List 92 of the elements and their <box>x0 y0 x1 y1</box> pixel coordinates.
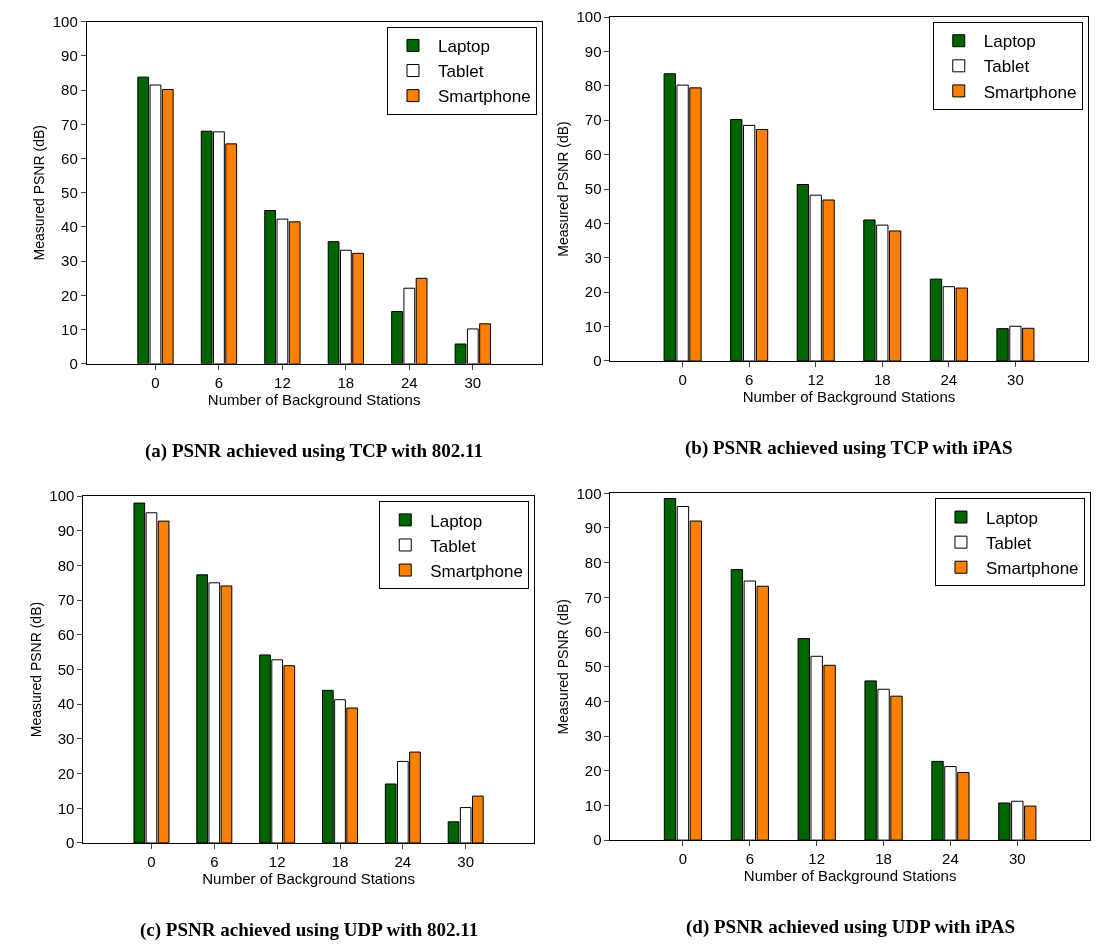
legend-label: Laptop <box>983 32 1036 52</box>
y-tick-label: 100 <box>52 12 78 30</box>
x-axis-title: Number of Background Stations <box>742 387 956 405</box>
x-tick-label: 12 <box>808 850 826 868</box>
x-tick-label: 12 <box>268 852 286 870</box>
y-tick-label: 100 <box>49 487 75 505</box>
y-axis-title: Measured PSNR (dB) <box>31 125 48 261</box>
text: (d) PSNR achieved using UDP with iPAS <box>686 916 1016 938</box>
y-tick-label: 100 <box>576 8 602 26</box>
y-tick-label: 50 <box>584 657 602 675</box>
legend-label: Laptop <box>438 37 490 57</box>
y-tick-label: 20 <box>57 764 75 782</box>
x-tick-label: 24 <box>940 370 958 388</box>
y-tick-label: 20 <box>584 761 602 779</box>
x-tick-label: 18 <box>337 373 355 391</box>
x-tick-label: 24 <box>394 852 412 870</box>
y-tick-label: 10 <box>61 320 78 338</box>
x-tick-label: 24 <box>942 850 959 868</box>
y-tick-label: 40 <box>584 692 602 710</box>
y-tick-label: 20 <box>584 283 602 301</box>
y-tick-label: 20 <box>61 286 78 304</box>
y-tick-label: 0 <box>593 831 602 849</box>
y-tick-label: 30 <box>57 730 75 748</box>
y-tick-label: 80 <box>584 77 602 95</box>
x-tick-label: 6 <box>745 850 754 868</box>
legend-label: Tablet <box>438 62 484 82</box>
y-tick-label: 60 <box>57 626 75 644</box>
y-tick-label: 30 <box>584 249 602 267</box>
y-tick-label: 50 <box>584 180 602 198</box>
x-tick-label: 0 <box>678 850 688 868</box>
x-tick-label: 30 <box>1007 370 1024 388</box>
x-tick-label: 0 <box>147 852 156 870</box>
x-tick-label: 18 <box>875 850 892 868</box>
y-tick-label: 70 <box>61 115 78 133</box>
x-tick-label: 6 <box>214 373 224 391</box>
legend-label: Smartphone <box>985 558 1079 578</box>
legend-label: Smartphone <box>438 87 531 107</box>
legend-label: Laptop <box>985 508 1038 528</box>
legend-label: Smartphone <box>430 561 523 581</box>
y-tick-label: 90 <box>61 47 78 65</box>
legend-label: Laptop <box>430 511 483 531</box>
legend-label: Smartphone <box>983 82 1077 102</box>
x-tick-label: 18 <box>331 852 349 870</box>
y-tick-label: 90 <box>584 42 602 60</box>
y-tick-label: 0 <box>66 834 75 852</box>
y-tick-label: 80 <box>584 553 602 571</box>
x-tick-label: 30 <box>464 373 482 391</box>
y-tick-label: 70 <box>584 111 602 129</box>
y-tick-label: 60 <box>61 149 78 167</box>
x-tick-label: 6 <box>745 370 754 388</box>
x-tick-label: 6 <box>210 852 219 870</box>
x-tick-label: 0 <box>678 370 687 388</box>
legend-label: Tablet <box>985 533 1032 553</box>
x-axis-title: Number of Background Stations <box>202 869 415 887</box>
y-tick-label: 0 <box>593 352 602 370</box>
x-tick-label: 24 <box>400 373 418 391</box>
text: (b) PSNR achieved using TCP with iPAS <box>685 437 1013 459</box>
y-axis-title: Measured PSNR (dB) <box>27 601 44 738</box>
y-tick-label: 40 <box>57 695 75 713</box>
x-tick-label: 12 <box>807 370 825 388</box>
x-tick-label: 30 <box>1008 850 1026 868</box>
text: (a) PSNR achieved using TCP with 802.11 <box>145 440 483 462</box>
x-tick-label: 30 <box>457 852 475 870</box>
y-tick-label: 60 <box>584 623 602 641</box>
y-tick-label: 90 <box>584 519 602 537</box>
y-tick-label: 90 <box>57 522 75 540</box>
y-axis-title: Measured PSNR (dB) <box>555 599 572 735</box>
x-axis-title: Number of Background Stations <box>743 867 957 885</box>
x-tick-label: 0 <box>151 373 160 391</box>
legend-label: Tablet <box>983 57 1030 77</box>
y-tick-label: 40 <box>61 218 78 236</box>
text: (c) PSNR achieved using UDP with 802.11 <box>140 919 479 941</box>
legend-label: Tablet <box>430 536 476 556</box>
x-tick-label: 18 <box>873 370 891 388</box>
y-tick-label: 40 <box>584 214 602 232</box>
y-tick-label: 100 <box>576 484 602 502</box>
y-tick-label: 30 <box>584 727 602 745</box>
y-axis-title: Measured PSNR (dB) <box>555 121 572 257</box>
y-tick-label: 50 <box>57 660 75 678</box>
y-tick-label: 60 <box>584 145 602 163</box>
y-tick-label: 10 <box>584 317 602 335</box>
y-tick-label: 70 <box>584 588 602 606</box>
y-tick-label: 80 <box>57 556 75 574</box>
y-tick-label: 70 <box>57 591 75 609</box>
x-axis-title: Number of Background Stations <box>207 390 421 408</box>
y-tick-label: 10 <box>57 799 75 817</box>
y-tick-label: 30 <box>61 252 78 270</box>
x-tick-label: 12 <box>274 373 291 391</box>
y-tick-label: 0 <box>69 355 78 373</box>
y-tick-label: 80 <box>61 81 78 99</box>
y-tick-label: 50 <box>61 184 78 202</box>
y-tick-label: 10 <box>584 796 602 814</box>
